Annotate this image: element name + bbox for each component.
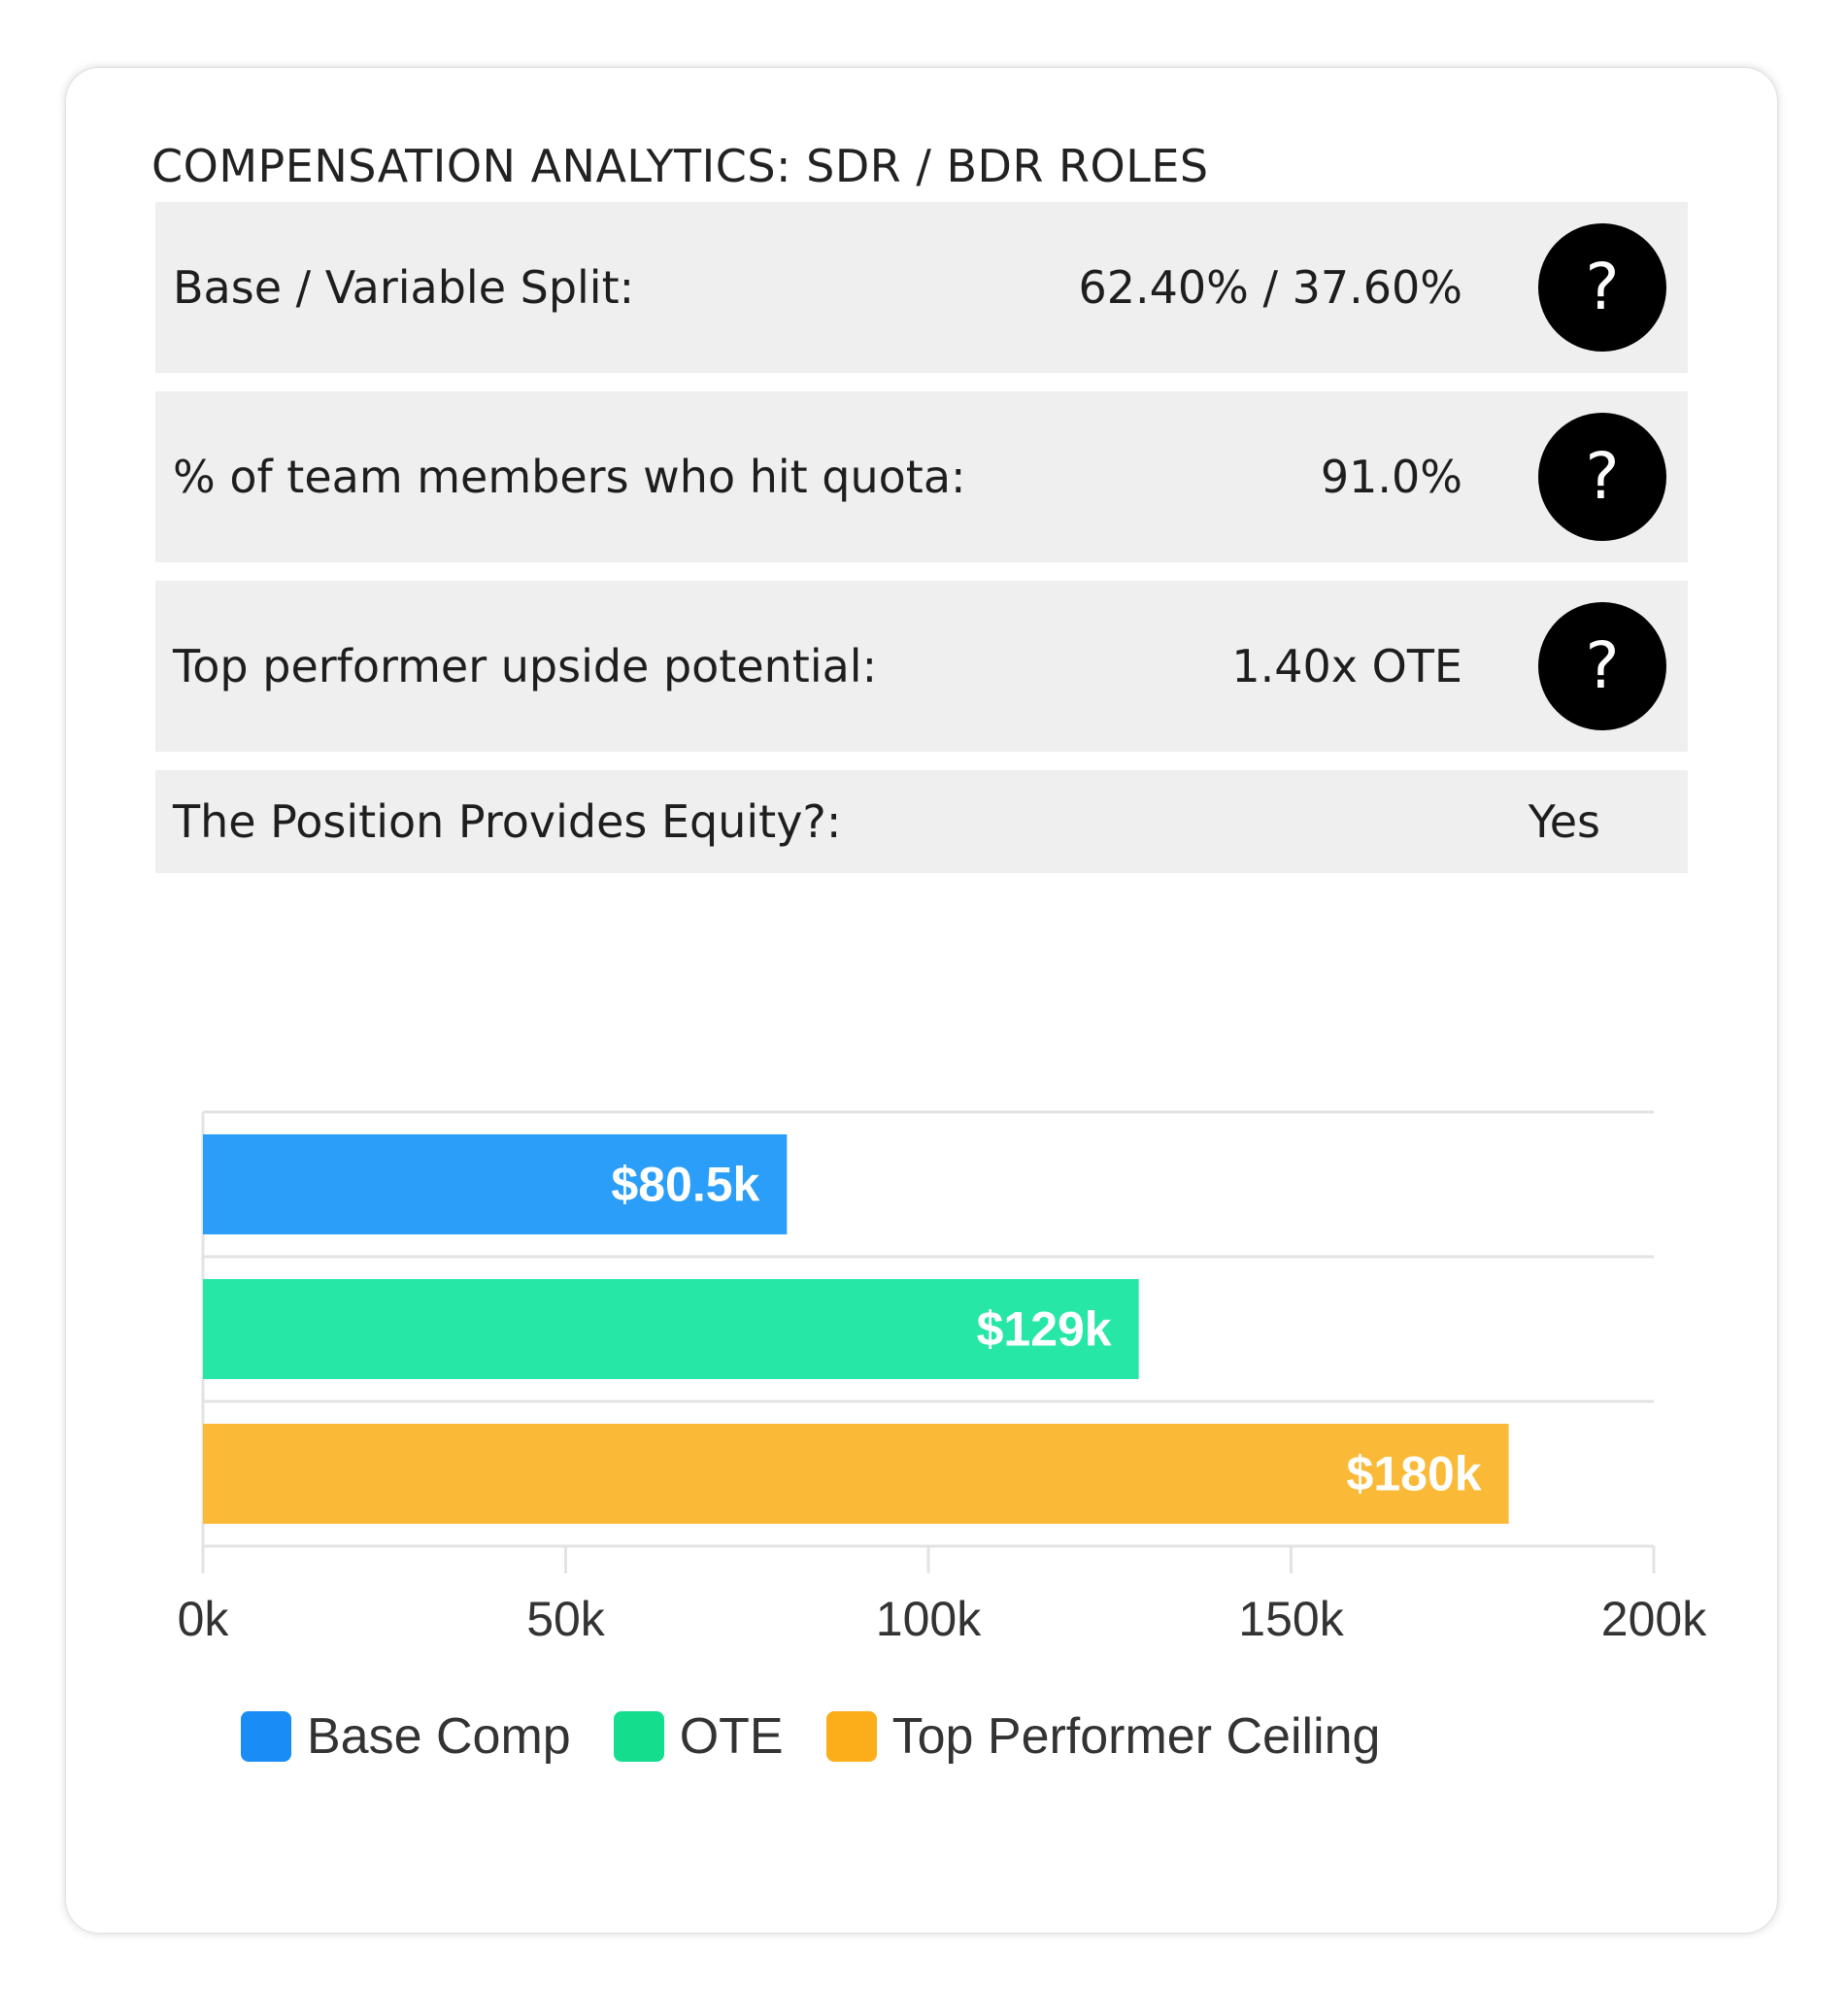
stat-row-top-performer-upside: Top performer upside potential: 1.40x OT…: [155, 581, 1688, 752]
stat-row-quota-attainment: % of team members who hit quota: 91.0% ?: [155, 391, 1688, 562]
chart-legend: Base Comp OTE Top Performer Ceiling: [241, 1707, 1423, 1766]
legend-label: Top Performer Ceiling: [891, 1708, 1381, 1765]
legend-swatch: [825, 1711, 877, 1762]
stat-label: The Position Provides Equity?:: [173, 795, 842, 848]
legend-item-top-performer-ceiling[interactable]: Top Performer Ceiling: [825, 1707, 1381, 1766]
bar-data-label: $129k: [977, 1302, 1112, 1357]
x-tick-label: 100k: [876, 1592, 982, 1646]
bar-data-label: $80.5k: [611, 1158, 759, 1212]
legend-swatch: [613, 1711, 664, 1762]
stat-value: 62.40% / 37.60%: [1078, 261, 1462, 314]
stat-row-base-variable-split: Base / Variable Split: 62.40% / 37.60% ?: [155, 202, 1688, 373]
compensation-card: COMPENSATION ANALYTICS: SDR / BDR ROLES …: [66, 68, 1777, 1933]
x-tick-label: 50k: [526, 1592, 606, 1646]
stat-label: % of team members who hit quota:: [173, 451, 966, 503]
legend-item-base-comp[interactable]: Base Comp: [241, 1707, 571, 1766]
compensation-bar-chart: $80.5k $129k $180k 0k 50k 100k 150k 200k: [178, 1110, 1707, 1646]
legend-item-ote[interactable]: OTE: [613, 1707, 784, 1766]
bar-ote: [203, 1279, 1139, 1379]
help-button[interactable]: ?: [1538, 602, 1666, 730]
stat-label: Top performer upside potential:: [173, 640, 878, 692]
stat-value: 1.40x OTE: [1231, 640, 1462, 692]
legend-label: Base Comp: [307, 1708, 571, 1765]
bar-top-performer-ceiling: [203, 1424, 1509, 1524]
bar-base-comp: [203, 1134, 788, 1234]
stat-value: Yes: [1528, 795, 1600, 848]
help-button[interactable]: ?: [1538, 223, 1666, 352]
legend-swatch: [241, 1711, 291, 1762]
stat-value: 91.0%: [1320, 451, 1462, 503]
legend-label: OTE: [679, 1708, 784, 1765]
stat-row-equity: The Position Provides Equity?: Yes: [155, 770, 1688, 873]
x-tick-label: 200k: [1601, 1592, 1707, 1646]
x-tick-label: 0k: [178, 1592, 230, 1646]
stat-label: Base / Variable Split:: [173, 261, 635, 314]
bar-data-label: $180k: [1347, 1447, 1482, 1501]
card-title: COMPENSATION ANALYTICS: SDR / BDR ROLES: [151, 140, 1209, 192]
x-tick-label: 150k: [1238, 1592, 1344, 1646]
help-button[interactable]: ?: [1538, 413, 1666, 541]
